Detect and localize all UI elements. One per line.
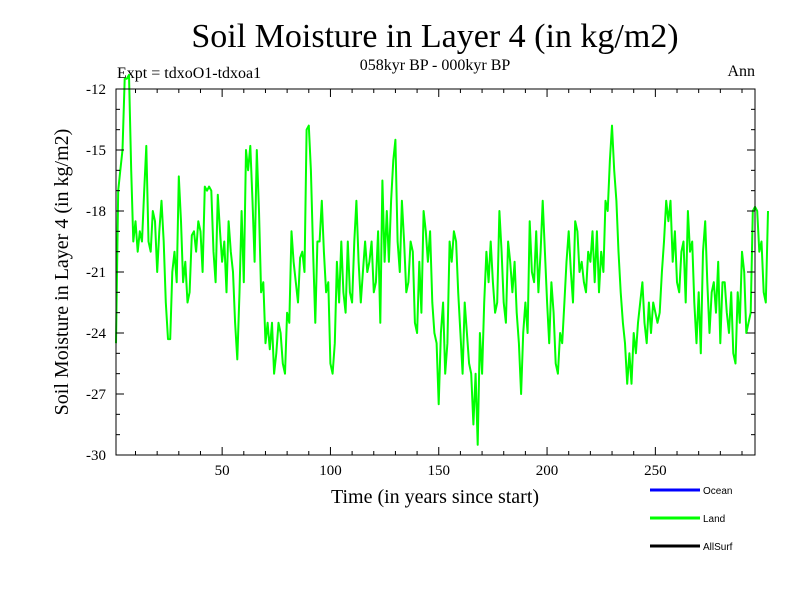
y-tick-label: -15 (86, 143, 106, 159)
tick-layer: 50 100 150 200 250 -12 -15 -18 -21 -24 -27 -30 (86, 82, 755, 479)
y-tick-label: -12 (86, 82, 106, 98)
chart-subtitle: 058kyr BP - 000kyr BP (360, 57, 511, 74)
y-tick-label: -24 (86, 326, 106, 342)
y-tick-label: -18 (86, 204, 106, 220)
x-tick-label: 200 (536, 463, 559, 479)
legend-label-allsurf: AllSurf (703, 542, 733, 553)
x-tick-label: 150 (427, 463, 450, 479)
legend: Ocean Land AllSurf (650, 486, 733, 553)
series-layer (115, 73, 769, 446)
legend-label-land: Land (703, 514, 725, 525)
y-tick-label: -27 (86, 387, 106, 403)
x-axis-label: Time (in years since start) (331, 486, 539, 508)
experiment-label: Expt = tdxoO1-tdxoa1 (117, 65, 261, 82)
y-axis-label: Soil Moisture in Layer 4 (in kg/m2) (51, 129, 73, 416)
y-tick-label: -21 (86, 265, 106, 281)
x-tick-label: 250 (644, 463, 667, 479)
chart-title: Soil Moisture in Layer 4 (in kg/m2) (191, 18, 678, 55)
y-tick-label: -30 (86, 448, 106, 464)
legend-label-ocean: Ocean (703, 486, 732, 497)
x-tick-label: 100 (319, 463, 342, 479)
series-line-land (115, 73, 769, 446)
x-tick-label: 50 (215, 463, 230, 479)
season-label: Ann (727, 63, 755, 80)
